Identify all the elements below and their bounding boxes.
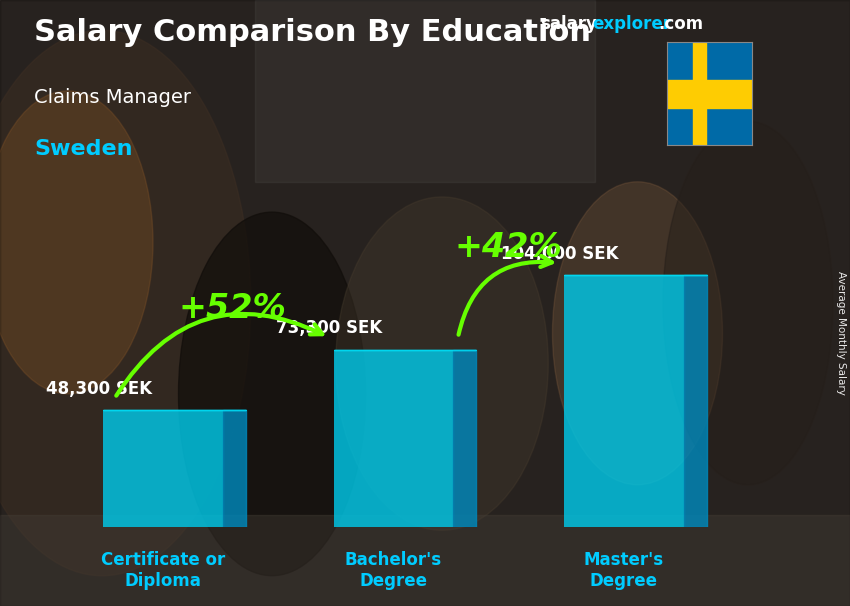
Text: Sweden: Sweden: [34, 139, 133, 159]
Text: +52%: +52%: [178, 292, 286, 325]
Text: Bachelor's
Degree: Bachelor's Degree: [345, 551, 442, 590]
Text: Certificate or
Diploma: Certificate or Diploma: [101, 551, 225, 590]
Text: salary: salary: [540, 15, 597, 33]
Ellipse shape: [336, 197, 548, 530]
Bar: [255, 0, 595, 182]
Bar: [667, 80, 752, 108]
Text: 48,300 SEK: 48,300 SEK: [46, 380, 151, 398]
Text: 73,300 SEK: 73,300 SEK: [276, 319, 382, 338]
Ellipse shape: [663, 121, 833, 485]
Text: explorer: explorer: [592, 15, 672, 33]
Bar: [564, 275, 683, 527]
Bar: [693, 42, 706, 145]
Ellipse shape: [178, 212, 366, 576]
Text: Salary Comparison By Education: Salary Comparison By Education: [34, 18, 591, 47]
Polygon shape: [683, 275, 706, 527]
Text: Master's
Degree: Master's Degree: [584, 551, 664, 590]
Text: Claims Manager: Claims Manager: [34, 88, 191, 107]
Text: 104,000 SEK: 104,000 SEK: [501, 245, 618, 263]
Ellipse shape: [0, 30, 251, 576]
Polygon shape: [453, 350, 476, 527]
Bar: [0, 515, 850, 606]
Ellipse shape: [0, 91, 153, 394]
Ellipse shape: [552, 182, 722, 485]
Text: .com: .com: [659, 15, 704, 33]
Bar: [103, 410, 223, 527]
Text: +42%: +42%: [455, 231, 563, 264]
Text: Average Monthly Salary: Average Monthly Salary: [836, 271, 846, 395]
Polygon shape: [223, 410, 246, 527]
Bar: [333, 350, 453, 527]
